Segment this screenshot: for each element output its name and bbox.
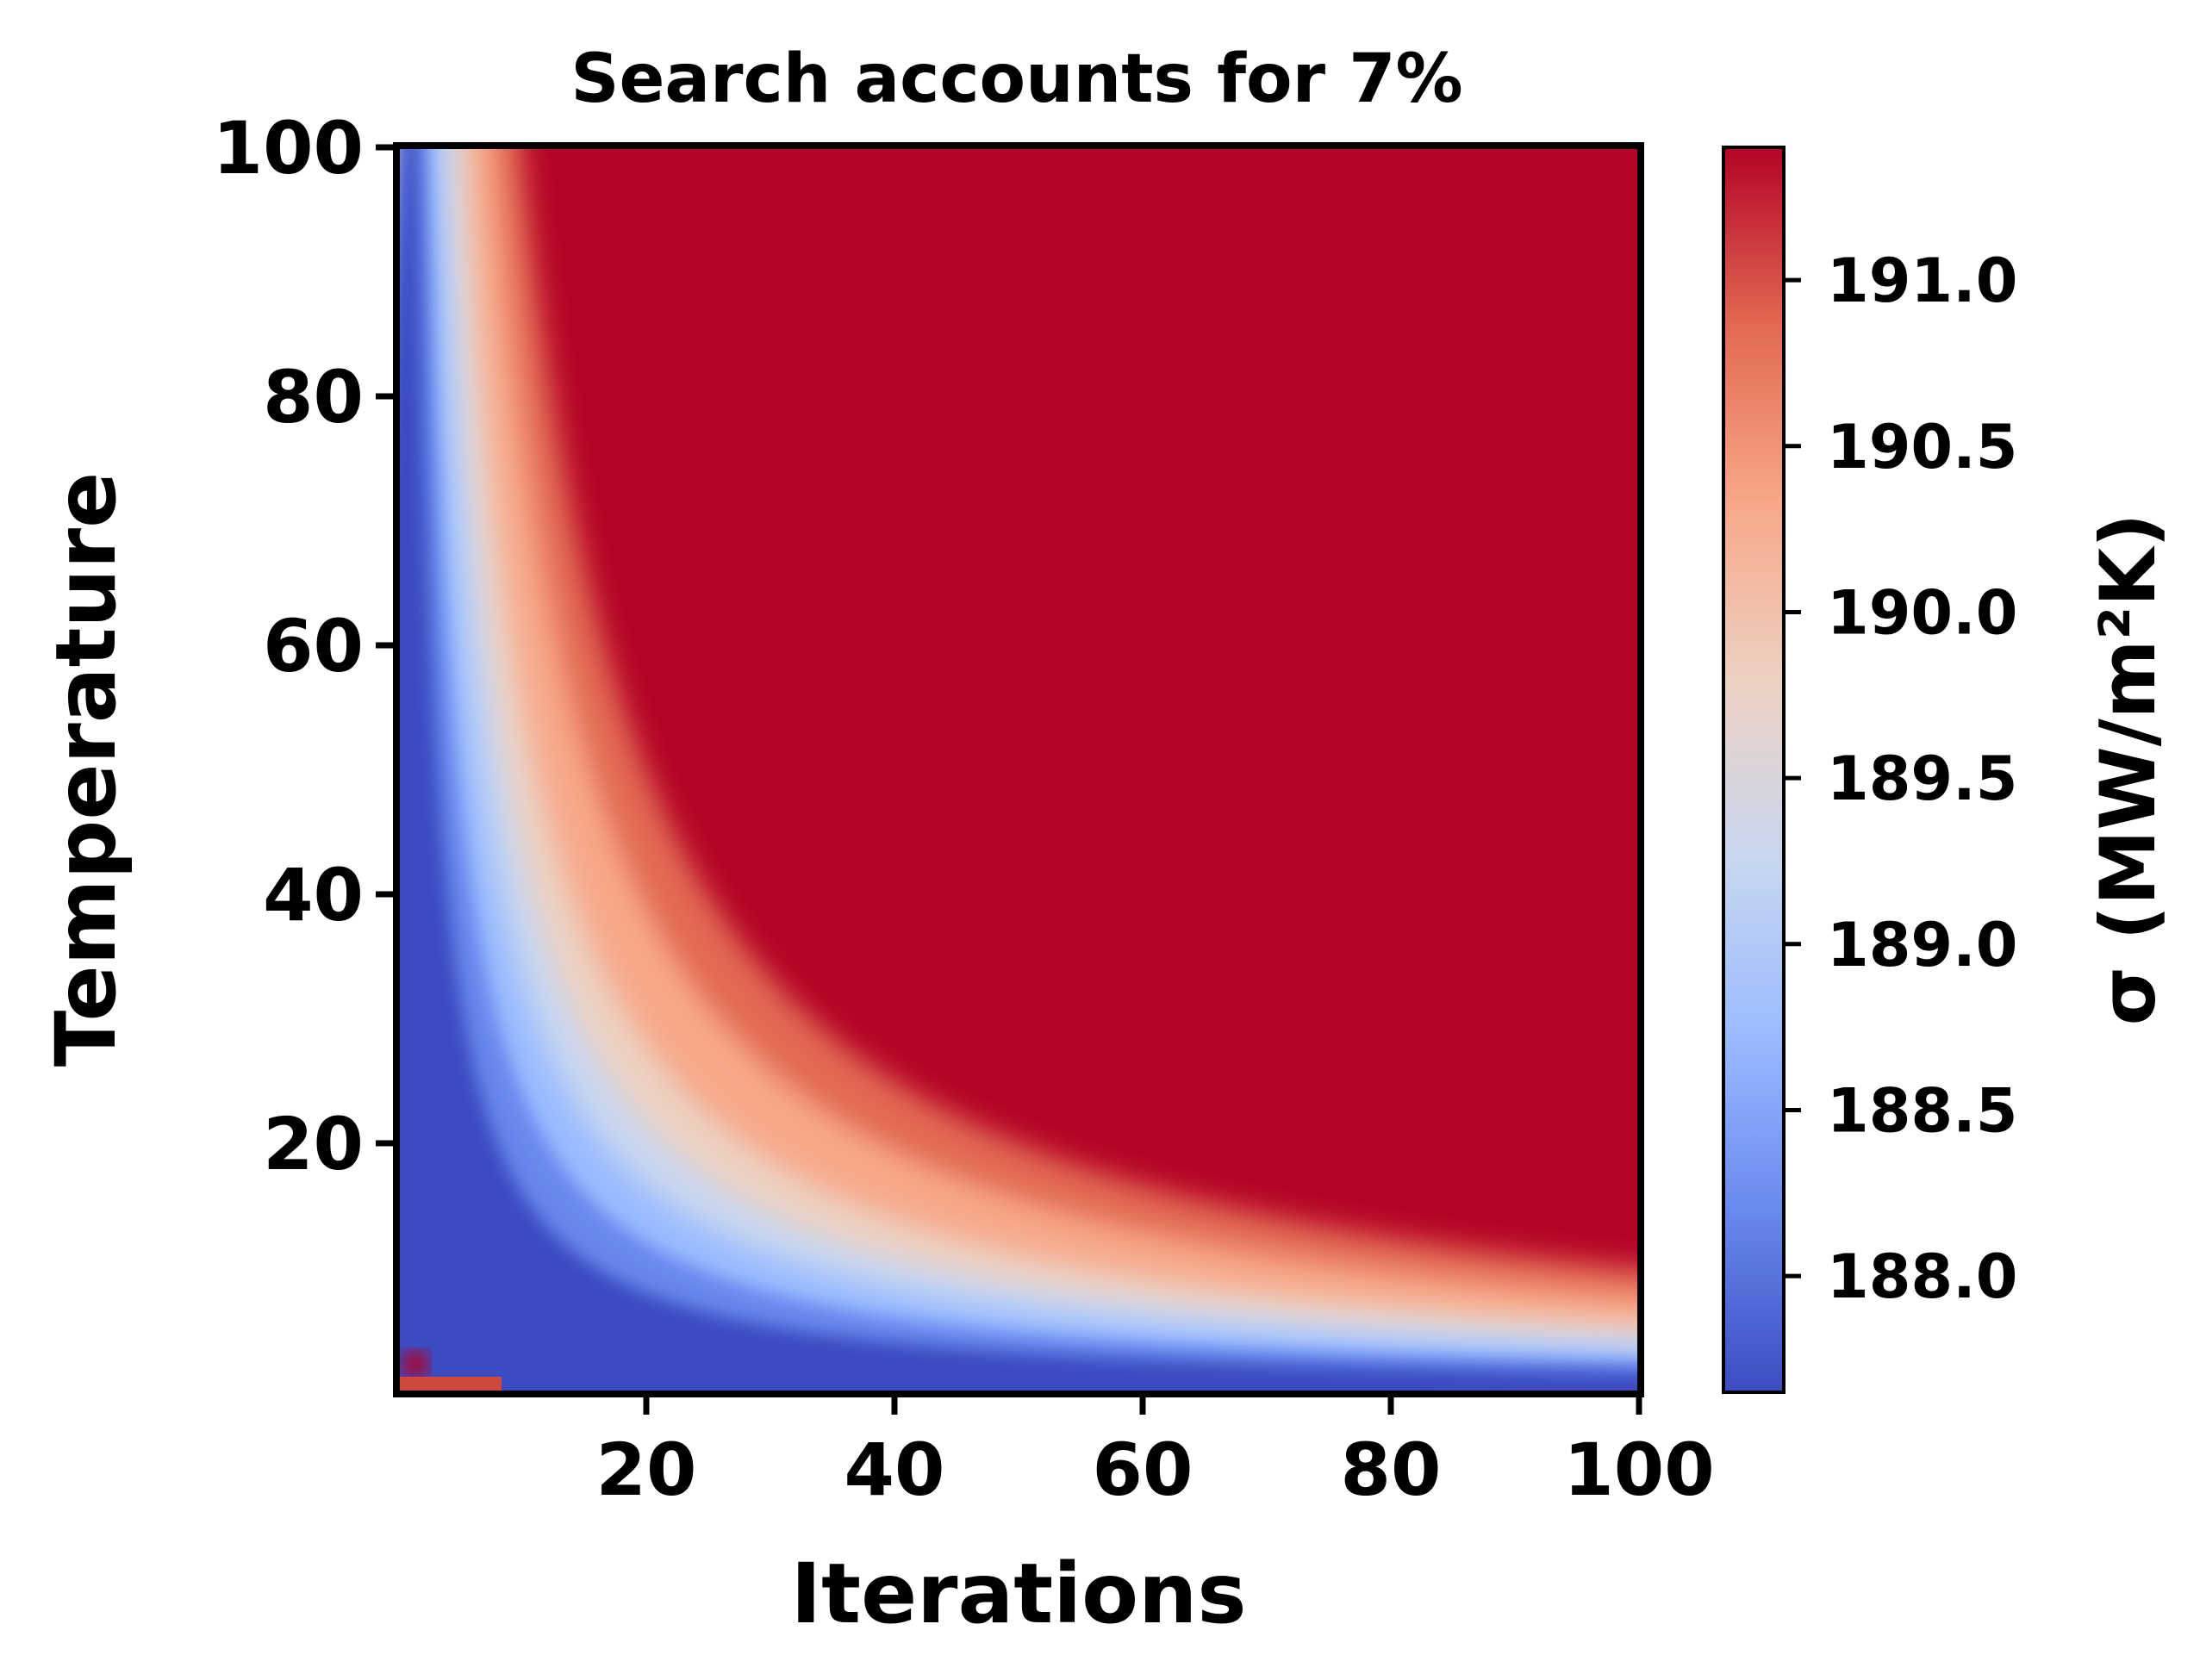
colorbar-tick-label: 191.0: [1827, 246, 2017, 316]
colorbar-tick-label: 188.5: [1827, 1075, 2017, 1146]
y-tick-label: 80: [263, 355, 364, 439]
x-tick-label: 80: [1341, 1428, 1442, 1512]
colorbar-tick-label: 188.0: [1827, 1241, 2017, 1312]
x-tick-label: 100: [1563, 1428, 1714, 1512]
heatmap-band: [398, 147, 1639, 1392]
colorbar-ticks: 188.0 188.5 189.0 189.5 190.0 190.5 191.0: [1784, 246, 2017, 1312]
y-tick-label: 60: [263, 604, 364, 688]
x-axis: 20 40 60 80 100: [596, 1394, 1715, 1512]
colorbar-label: σ (MW/m²K): [2084, 513, 2172, 1026]
y-axis: 20 40 60 80 100: [213, 106, 396, 1186]
x-tick-label: 40: [844, 1428, 945, 1512]
heatmap-band: [398, 147, 1639, 1392]
heatmap-surface: [398, 147, 1639, 1392]
y-tick-label: 100: [213, 106, 364, 190]
heatmap-bottom-strip: [398, 1377, 502, 1392]
colorbar-tick-label: 190.5: [1827, 412, 2017, 482]
x-axis-label: Iterations: [790, 1546, 1246, 1642]
colorbar-tick-label: 190.0: [1827, 577, 2017, 648]
colorbar-tick-label: 189.5: [1827, 744, 2017, 814]
colorbar: [1722, 146, 1786, 1394]
x-tick-label: 60: [1093, 1428, 1193, 1512]
y-tick-label: 40: [263, 853, 364, 937]
heatmap-hotspot: [402, 1350, 429, 1378]
x-tick-label: 20: [596, 1428, 697, 1512]
y-tick-label: 20: [263, 1102, 364, 1186]
colorbar-tick-label: 189.0: [1827, 910, 2017, 980]
heatmap-bands: [398, 147, 1639, 1392]
chart-title: Search accounts for 7%: [570, 40, 1462, 118]
plot-frame: [393, 142, 1644, 1397]
y-axis-label: Temperature: [38, 472, 134, 1067]
